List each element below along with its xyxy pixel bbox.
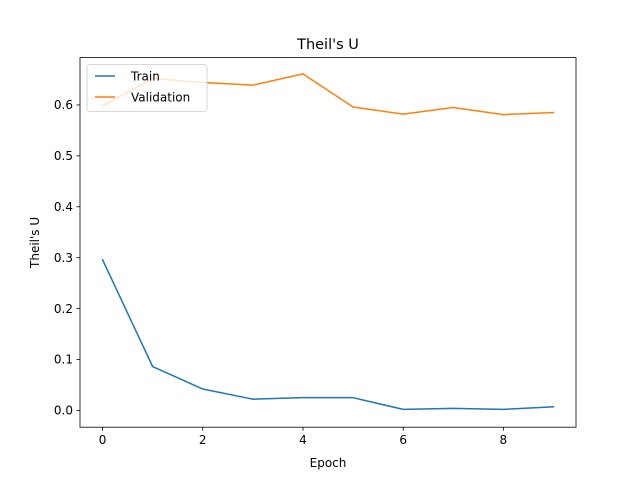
legend-label-validation: Validation bbox=[131, 90, 190, 104]
x-tick-label: 6 bbox=[399, 433, 407, 447]
x-tick-label: 2 bbox=[199, 433, 207, 447]
x-tick-label: 8 bbox=[500, 433, 508, 447]
x-axis-ticks: 0 2 4 6 8 bbox=[99, 427, 507, 447]
x-tick-label: 0 bbox=[99, 433, 107, 447]
y-axis-label: Theil's U bbox=[28, 217, 42, 269]
y-tick-label: 0.4 bbox=[54, 200, 73, 214]
y-tick-label: 0.6 bbox=[54, 98, 73, 112]
chart-title: Theil's U bbox=[296, 37, 359, 53]
series-line-train bbox=[101, 258, 555, 411]
x-tick-label: 4 bbox=[299, 433, 307, 447]
legend-label-train: Train bbox=[130, 69, 160, 83]
legend-box bbox=[86, 64, 208, 112]
x-axis-label: Epoch bbox=[310, 456, 347, 470]
y-tick-label: 0.2 bbox=[54, 302, 73, 316]
legend: Train Validation bbox=[86, 64, 208, 112]
y-tick-label: 0.1 bbox=[54, 353, 73, 367]
plot-area bbox=[80, 57, 576, 428]
y-axis-ticks: 0.0 0.1 0.2 0.3 0.4 0.5 0.6 bbox=[54, 98, 80, 418]
y-tick-label: 0.3 bbox=[54, 251, 73, 265]
axes-frame bbox=[79, 57, 577, 428]
y-tick-label: 0.0 bbox=[54, 404, 73, 418]
y-tick-label: 0.5 bbox=[54, 149, 73, 163]
